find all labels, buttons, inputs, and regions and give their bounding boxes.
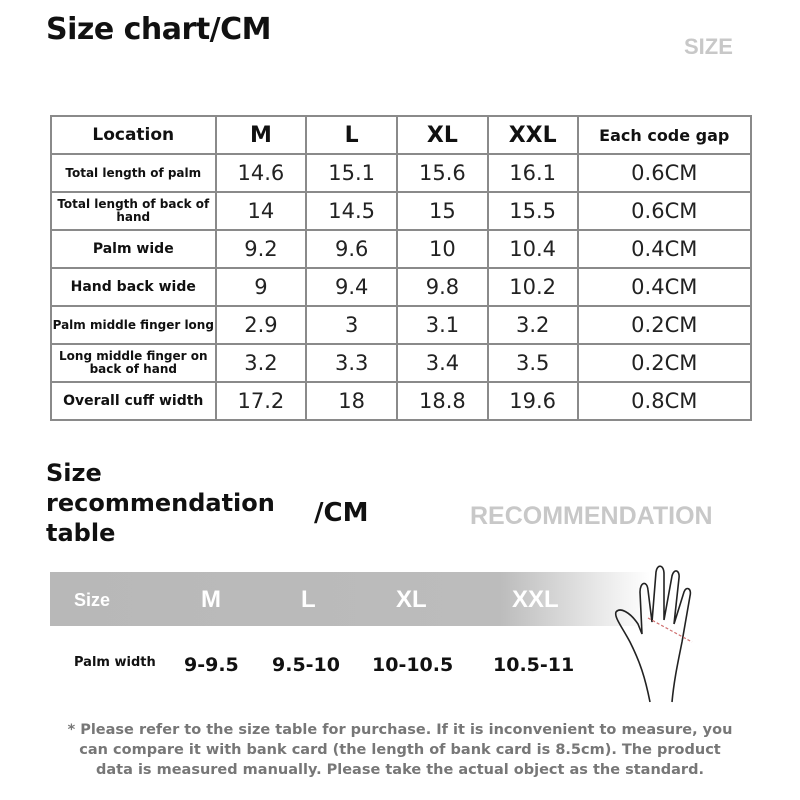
band-size-label: Size xyxy=(74,590,111,610)
header-m: M xyxy=(214,115,308,155)
cell-value: 3.4 xyxy=(396,343,489,383)
table-row: Palm middle finger long 2.9 3 3.1 3.2 0.2CM xyxy=(50,305,753,345)
purchase-note: * Please refer to the size table for pur… xyxy=(60,720,740,780)
size-table: Location M L XL XXL Each code gap Total … xyxy=(50,115,753,421)
cell-value: 10 xyxy=(396,229,489,269)
cell-value: 18.8 xyxy=(396,381,489,421)
palm-width-label: Palm width xyxy=(74,655,156,670)
size-watermark: SIZE xyxy=(684,34,733,59)
hand-outline-icon xyxy=(614,565,693,703)
row-label: Palm wide xyxy=(50,229,217,269)
table-header-row: Location M L XL XXL Each code gap xyxy=(50,115,753,155)
table-row: Palm wide 9.2 9.6 10 10.4 0.4CM xyxy=(50,229,753,269)
cell-value: 10.4 xyxy=(486,229,579,269)
header-location: Location xyxy=(50,115,217,155)
cell-value: 15.5 xyxy=(486,191,579,231)
cell-value: 14.5 xyxy=(305,191,399,231)
palm-width-xl: 10-10.5 xyxy=(372,654,454,676)
cell-gap: 0.4CM xyxy=(576,229,753,269)
cell-value: 3.2 xyxy=(486,305,579,345)
rec-title-line: recommendation xyxy=(46,489,275,517)
cell-value: 3.5 xyxy=(486,343,579,383)
table-row: Total length of palm 14.6 15.1 15.6 16.1 0.6C… xyxy=(50,153,753,193)
row-label: Long middle finger on back of hand xyxy=(50,343,217,383)
note-line: * Please refer to the size table for pur… xyxy=(67,722,733,738)
rec-unit: /CM xyxy=(314,498,369,528)
band-size-xxl: XXL xyxy=(512,586,559,613)
palm-width-m: 9-9.5 xyxy=(184,654,239,676)
header-xxl: XXL xyxy=(486,115,579,155)
cell-value: 16.1 xyxy=(486,153,579,193)
table-row: Long middle finger on back of hand 3.2 3.3… xyxy=(50,343,753,383)
header-gap: Each code gap xyxy=(576,115,753,155)
cell-value: 10.2 xyxy=(486,267,579,307)
band-size-l: L xyxy=(301,586,316,613)
cell-value: 3.2 xyxy=(214,343,308,383)
band-size-m: M xyxy=(201,586,221,613)
cell-value: 18 xyxy=(305,381,399,421)
page-title: Size chart/CM xyxy=(46,12,272,47)
cell-value: 9.8 xyxy=(396,267,489,307)
cell-value: 14 xyxy=(214,191,308,231)
cell-gap: 0.2CM xyxy=(576,305,753,345)
row-label: Hand back wide xyxy=(50,267,217,307)
cell-value: 15.6 xyxy=(396,153,489,193)
recommendation-title: Size recommendation table xyxy=(46,458,275,548)
cell-value: 17.2 xyxy=(214,381,308,421)
header-l: L xyxy=(305,115,399,155)
row-label: Palm middle finger long xyxy=(50,305,217,345)
table-row: Hand back wide 9 9.4 9.8 10.2 0.4CM xyxy=(50,267,753,307)
band-size-xl: XL xyxy=(396,586,427,613)
cell-gap: 0.2CM xyxy=(576,343,753,383)
rec-title-line: table xyxy=(46,519,116,547)
cell-value: 2.9 xyxy=(214,305,308,345)
cell-value: 3.3 xyxy=(305,343,399,383)
cell-value: 19.6 xyxy=(486,381,579,421)
size-header-band xyxy=(50,572,650,626)
cell-gap: 0.6CM xyxy=(576,153,753,193)
cell-value: 15 xyxy=(396,191,489,231)
table-row: Total length of back of hand 14 14.5 15 15.5… xyxy=(50,191,753,231)
cell-gap: 0.8CM xyxy=(576,381,753,421)
cell-value: 9.6 xyxy=(305,229,399,269)
row-label: Overall cuff width xyxy=(50,381,217,421)
cell-value: 3 xyxy=(305,305,399,345)
cell-value: 9 xyxy=(214,267,308,307)
cell-gap: 0.6CM xyxy=(576,191,753,231)
cell-value: 3.1 xyxy=(396,305,489,345)
palm-width-l: 9.5-10 xyxy=(272,654,340,676)
table-row: Overall cuff width 17.2 18 18.8 19.6 0.8CM xyxy=(50,381,753,421)
cell-gap: 0.4CM xyxy=(576,267,753,307)
row-label: Total length of back of hand xyxy=(50,191,217,231)
rec-title-line: Size xyxy=(46,459,102,487)
recommendation-watermark: RECOMMENDATION xyxy=(470,502,713,530)
note-line: can compare it with bank card (the lengt… xyxy=(79,742,721,758)
row-label: Total length of palm xyxy=(50,153,217,193)
cell-value: 9.4 xyxy=(305,267,399,307)
cell-value: 14.6 xyxy=(214,153,308,193)
cell-value: 15.1 xyxy=(305,153,399,193)
palm-width-xxl: 10.5-11 xyxy=(493,654,575,676)
note-line: data is measured manually. Please take t… xyxy=(96,762,704,778)
cell-value: 9.2 xyxy=(214,229,308,269)
header-xl: XL xyxy=(396,115,489,155)
